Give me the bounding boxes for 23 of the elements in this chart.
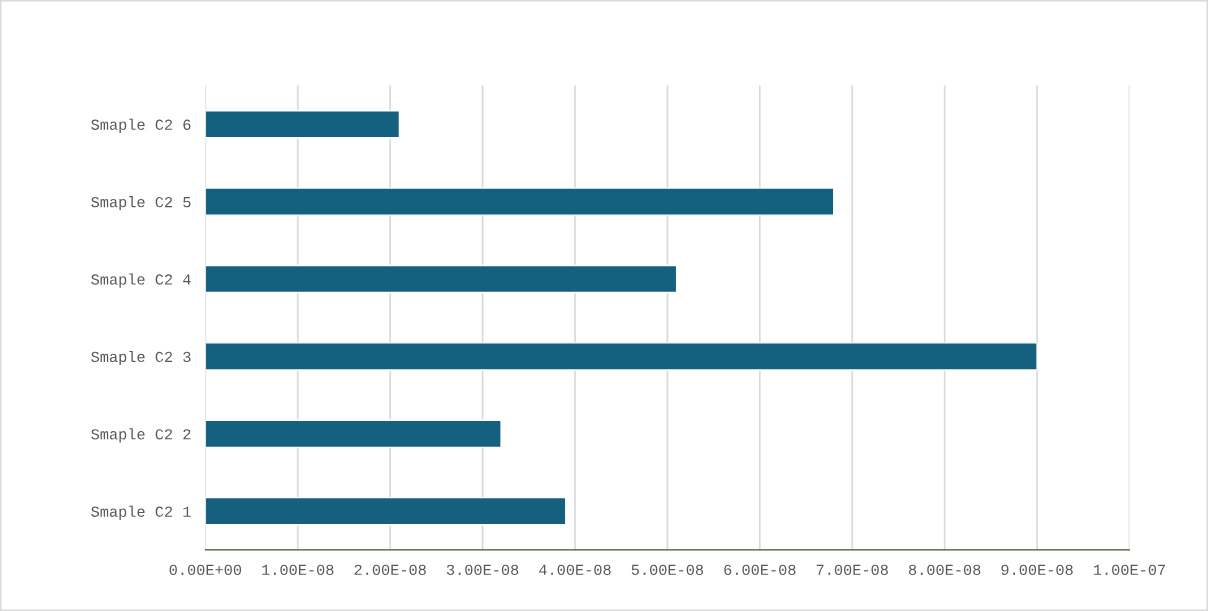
x-tick-label: 8.00E-08 xyxy=(908,564,981,576)
bar xyxy=(205,419,502,449)
x-tick-label: 5.00E-08 xyxy=(631,564,704,576)
x-tick-label: 9.00E-08 xyxy=(1001,564,1073,576)
bar xyxy=(205,342,1038,371)
x-tick-label: 0.00E+00 xyxy=(169,564,242,576)
bar xyxy=(205,187,835,216)
y-tick-label: Smaple C2 1 xyxy=(91,505,191,520)
bar xyxy=(205,496,567,526)
y-tick-label: Smaple C2 5 xyxy=(91,196,191,211)
y-tick-label: Smaple C2 3 xyxy=(91,350,191,366)
bar xyxy=(205,109,401,139)
x-tick-label: 1.00E-07 xyxy=(1093,564,1165,576)
x-tick-label: 2.00E-08 xyxy=(354,564,426,576)
x-tick-label: 7.00E-08 xyxy=(816,564,888,576)
y-tick-label: Smaple C2 6 xyxy=(91,118,191,133)
y-tick-label: Smaple C2 2 xyxy=(91,428,191,443)
bar xyxy=(205,264,678,294)
x-tick-label: 1.00E-08 xyxy=(262,564,334,576)
x-tick-label: 6.00E-08 xyxy=(724,564,796,576)
x-tick-label: 3.00E-08 xyxy=(446,564,519,576)
x-tick-label: 4.00E-08 xyxy=(539,564,611,576)
y-tick-label: Smaple C2 4 xyxy=(91,273,191,288)
